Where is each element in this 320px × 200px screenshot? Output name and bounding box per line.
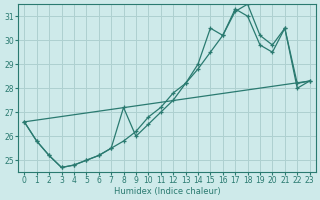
X-axis label: Humidex (Indice chaleur): Humidex (Indice chaleur)	[114, 187, 220, 196]
